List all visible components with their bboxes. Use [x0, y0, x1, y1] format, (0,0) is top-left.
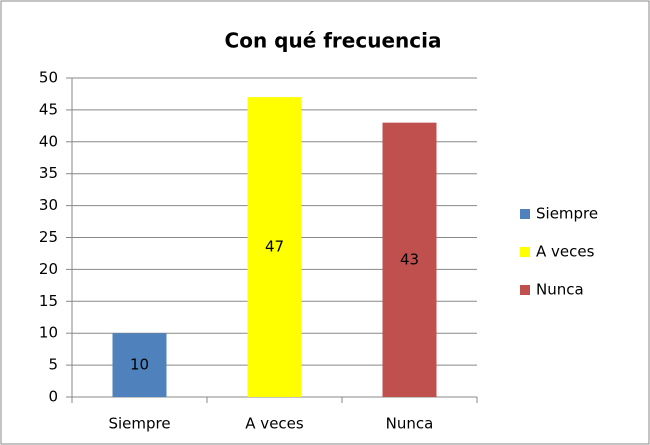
- chart-title: Con qué frecuencia: [225, 29, 442, 53]
- legend-swatch: [520, 247, 530, 257]
- x-tick-label: Nunca: [386, 415, 434, 433]
- bar: [247, 97, 302, 397]
- y-tick-label: 25: [39, 228, 58, 246]
- x-tick-label: Siempre: [108, 415, 170, 433]
- y-tick-label: 0: [48, 388, 58, 406]
- legend-swatch: [520, 285, 530, 295]
- data-label: 47: [265, 238, 284, 256]
- legend-label: A veces: [536, 243, 595, 261]
- legend-label: Siempre: [536, 205, 598, 223]
- data-label: 43: [400, 250, 419, 268]
- y-tick-label: 35: [39, 164, 58, 182]
- data-label: 10: [130, 356, 149, 374]
- bar: [112, 333, 167, 397]
- y-tick-label: 5: [48, 356, 58, 374]
- y-tick-label: 30: [39, 196, 58, 214]
- y-tick-label: 50: [39, 69, 58, 87]
- x-tick-label: A veces: [245, 415, 304, 433]
- legend-swatch: [520, 209, 530, 219]
- y-tick-label: 15: [39, 292, 58, 310]
- bar: [382, 122, 437, 397]
- y-tick-label: 10: [39, 324, 58, 342]
- y-tick-label: 20: [39, 260, 58, 278]
- legend-label: Nunca: [536, 281, 584, 299]
- y-tick-label: 40: [39, 132, 58, 150]
- y-tick-label: 45: [39, 100, 58, 118]
